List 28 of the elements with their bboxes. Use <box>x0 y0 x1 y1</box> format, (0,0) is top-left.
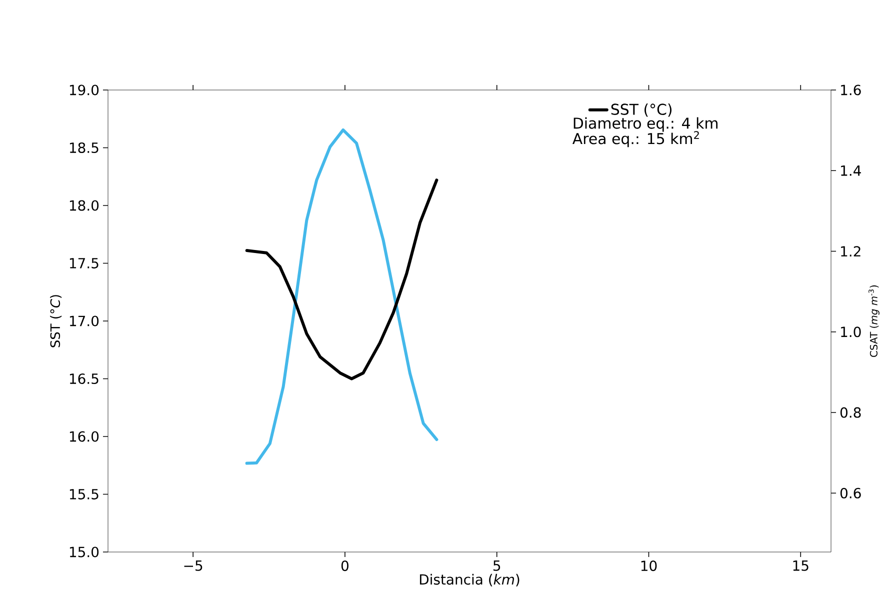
line-series <box>245 128 438 465</box>
x-tick-label: 5 <box>493 560 500 571</box>
y2-tick-label: 1.0 <box>841 326 861 338</box>
line-series <box>245 178 438 380</box>
legend-label: SST (°C) <box>611 103 672 117</box>
y-tick-label: 18.5 <box>70 142 98 154</box>
x-tick-label: −5 <box>184 560 202 571</box>
y2-tick-label: 0.6 <box>840 488 861 498</box>
y2-tick-label: 1.6 <box>841 84 861 96</box>
x-axis-title: Distancia (km) <box>420 574 520 586</box>
y-tick-label: 16.5 <box>70 373 98 384</box>
annotation: Area eq.: 15 km$^{2}$ <box>572 131 699 148</box>
x-tick-label: 10 <box>641 560 657 572</box>
y-tick-label: 15.5 <box>70 489 98 500</box>
y-tick-label: 18.0 <box>70 200 99 211</box>
y-tick-label: 16.0 <box>70 431 99 442</box>
x-tick-label: 15 <box>793 560 808 571</box>
y2-tick-label: 1.4 <box>841 166 861 176</box>
y2-axis-title: CSAT (mg m$^{-3}$) <box>868 285 880 357</box>
x-tick-label: 0 <box>341 560 348 572</box>
y2-tick-label: 1.2 <box>841 246 860 256</box>
y-tick-label: 19.0 <box>70 84 99 96</box>
annotation: Diametro eq.: 4 km <box>574 117 718 132</box>
y2-tick-label: 0.8 <box>840 407 861 418</box>
y-tick-label: 17.5 <box>70 258 98 268</box>
y-tick-label: 17.0 <box>70 316 99 326</box>
y-tick-label: 15.0 <box>70 546 99 558</box>
y-axis-title: SST (°C) <box>50 295 62 348</box>
